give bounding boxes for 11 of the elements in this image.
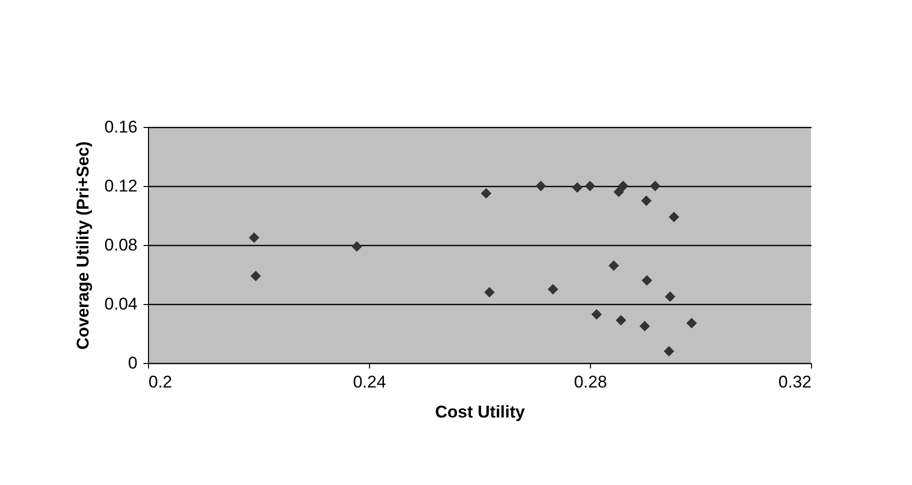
y-tick-label: 0 [128,354,138,372]
x-tick-label: 0.2 [148,372,172,392]
x-axis-title: Cost Utility [435,402,526,422]
y-tick-label: 0.08 [104,236,138,254]
y-tick-label: 0.16 [104,118,138,136]
y-tick-label: 0.04 [104,294,138,314]
x-tick-label: 0.24 [352,372,386,392]
y-axis-title: Coverage Utility (Pri+Sec) [73,141,92,350]
x-tick-label: 0.32 [778,372,812,392]
x-tick-label: 0.28 [574,372,608,392]
y-tick-label: 0.12 [104,176,138,196]
